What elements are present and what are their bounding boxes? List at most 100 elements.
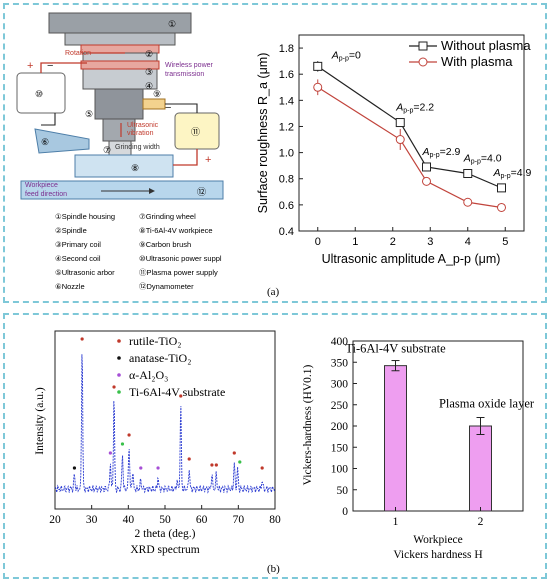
legend-dot — [117, 339, 121, 343]
schematic-legend: ①Spindle housing ②Spindle ③Primary coil … — [55, 212, 222, 291]
roughness-ticks: 0 1 2 3 4 5 0.4 0.6 0.8 1.0 1.2 1.4 1.6 1.8 — [279, 43, 509, 248]
phase-marker — [232, 451, 236, 455]
y-tick-label: 200 — [331, 421, 349, 433]
y-tick-label: 1.0 — [279, 148, 294, 160]
data-point — [463, 197, 473, 207]
num-6: ⑥ — [41, 137, 49, 147]
xrd-ticks: 20 30 40 50 60 70 80 — [49, 505, 281, 526]
x-tick-label: 4 — [465, 236, 471, 248]
roughness-chart: 0 1 2 3 4 50.40.60.81.01.21.41.61.8 Ap-p=0Ap-… — [256, 34, 532, 266]
num-9: ⑨ — [153, 89, 161, 99]
y-tick-label: 0.6 — [279, 200, 294, 212]
hardness-x-label: Workpiece — [413, 534, 463, 546]
wire-red-top — [40, 62, 87, 73]
y-tick-label: 150 — [331, 442, 349, 454]
num-5: ⑤ — [85, 109, 93, 119]
panel-a-svg: Rotation Wireless power transmission Ult… — [16, 12, 532, 298]
ultrasonic-label-2: vibration — [127, 130, 154, 137]
y-tick-label: 50 — [337, 485, 349, 497]
data-point — [497, 202, 506, 212]
phase-marker — [238, 460, 242, 464]
roughness-x-label: Ultrasonic amplitude A_p-p (μm) — [322, 252, 501, 266]
bar-label: Ti-6Al-4V substrate — [345, 342, 446, 356]
legend-label: rutile-TiO₂ — [129, 334, 181, 348]
legend-label: Ti-6Al-4V substrate — [129, 385, 225, 399]
xrd-spectrum-line — [54, 354, 275, 494]
phase-marker — [179, 394, 183, 398]
num-11: ⑪ — [191, 127, 200, 137]
legend-item: ⑨Carbon brush — [139, 240, 191, 249]
carbon-brush — [142, 98, 166, 110]
hardness-chart: 0 50 100 150 200 250 300 350 400 1 Ti-6Al-4V subs… — [302, 336, 535, 561]
rotation-label: Rotation — [65, 50, 91, 57]
xrd-subtitle: XRD spectrum — [130, 544, 199, 556]
series-line — [317, 65, 502, 189]
legend-label: anatase-TiO₂ — [129, 351, 191, 365]
x-tick-label: 30 — [86, 514, 98, 526]
spindle-housing-lower — [64, 32, 176, 46]
phase-marker — [108, 451, 112, 455]
num-3: ③ — [145, 67, 153, 77]
x-tick-label: 0 — [315, 236, 321, 248]
wire-black — [41, 113, 56, 126]
hardness-ticks: 0 50 100 150 200 250 300 350 400 — [331, 336, 357, 518]
data-point — [422, 162, 431, 172]
legend-marker-without — [418, 41, 428, 51]
legend-item: ⑥Nozzle — [55, 282, 85, 291]
num-8: ⑧ — [131, 163, 139, 173]
panel-a-caption: (a) — [267, 286, 280, 298]
second-coil — [80, 60, 160, 70]
amplitude-annotation: Ap-p=4.0 — [463, 153, 502, 166]
y-tick-label: 250 — [331, 400, 349, 412]
x-tick-label: 2 — [390, 236, 396, 248]
legend-item: ⑦Grinding wheel — [139, 212, 196, 221]
roughness-y-label: Surface roughness R_a (μm) — [256, 53, 270, 214]
legend-item: ③Primary coil — [55, 240, 101, 249]
legend-item: ⑫Dynamometer — [139, 282, 194, 291]
x-tick-label: 40 — [123, 514, 135, 526]
legend-dot — [117, 373, 121, 377]
legend-label: α-Al₂O₃ — [129, 368, 168, 382]
xrd-phase-markers — [72, 337, 264, 470]
y-tick-label: 300 — [331, 379, 349, 391]
y-tick-label: 0.8 — [279, 174, 294, 186]
num-12: ⑫ — [197, 187, 206, 197]
legend-label-with: With plasma — [441, 54, 513, 69]
y-tick-label: 1.4 — [279, 95, 294, 107]
amplitude-annotation: Ap-p=4.9 — [493, 167, 532, 180]
y-tick-label: 100 — [331, 464, 349, 476]
hardness-y-label: Vickers-hardness (HV0.1) — [302, 365, 314, 486]
phase-marker — [112, 385, 116, 389]
phase-marker — [72, 466, 77, 470]
phase-marker — [214, 463, 218, 467]
x-tick-label: 60 — [196, 514, 208, 526]
plus-sign-right: + — [205, 154, 211, 166]
hardness-bar — [384, 365, 407, 512]
legend-label-without: Without plasma — [441, 38, 531, 53]
roughness-series: Ap-p=0 Ap-p=2.2 Ap-p=2.9Ap-p=4.0Ap-p=4.9 — [313, 49, 532, 212]
hardness-subtitle: Vickers hardness H — [393, 549, 482, 561]
plus-sign-left: + — [27, 60, 33, 72]
amplitude-annotation: Ap-p=2.9 — [422, 146, 461, 159]
workpiece — [74, 154, 174, 178]
phase-marker — [156, 466, 160, 470]
dynamometer — [20, 180, 224, 200]
legend-dot — [117, 356, 121, 360]
panel-b-caption: (b) — [267, 563, 280, 575]
num-4: ④ — [145, 81, 153, 91]
nozzle — [34, 128, 90, 154]
data-point — [422, 176, 431, 186]
xrd-chart: 20 30 40 50 60 70 80 rutile-TiO₂ anatase-TiO₂ α-… — [34, 330, 281, 556]
num-10: ⑩ — [35, 89, 43, 99]
data-point — [463, 169, 473, 179]
num-1: ① — [168, 19, 176, 29]
wire-brush — [165, 103, 198, 113]
legend-marker-with — [418, 57, 428, 67]
hardness-bars: 1 Ti-6Al-4V substrate 2 Plasma oxide layer — [345, 342, 535, 528]
legend-item: ②Spindle — [55, 226, 87, 235]
num-2: ② — [145, 49, 153, 59]
ultrasonic-label-1: Ultrasonic — [127, 122, 159, 129]
y-tick-label: 0 — [342, 506, 348, 518]
y-tick-label: 1.6 — [279, 69, 294, 81]
x-tick-label: 2 — [478, 516, 484, 528]
